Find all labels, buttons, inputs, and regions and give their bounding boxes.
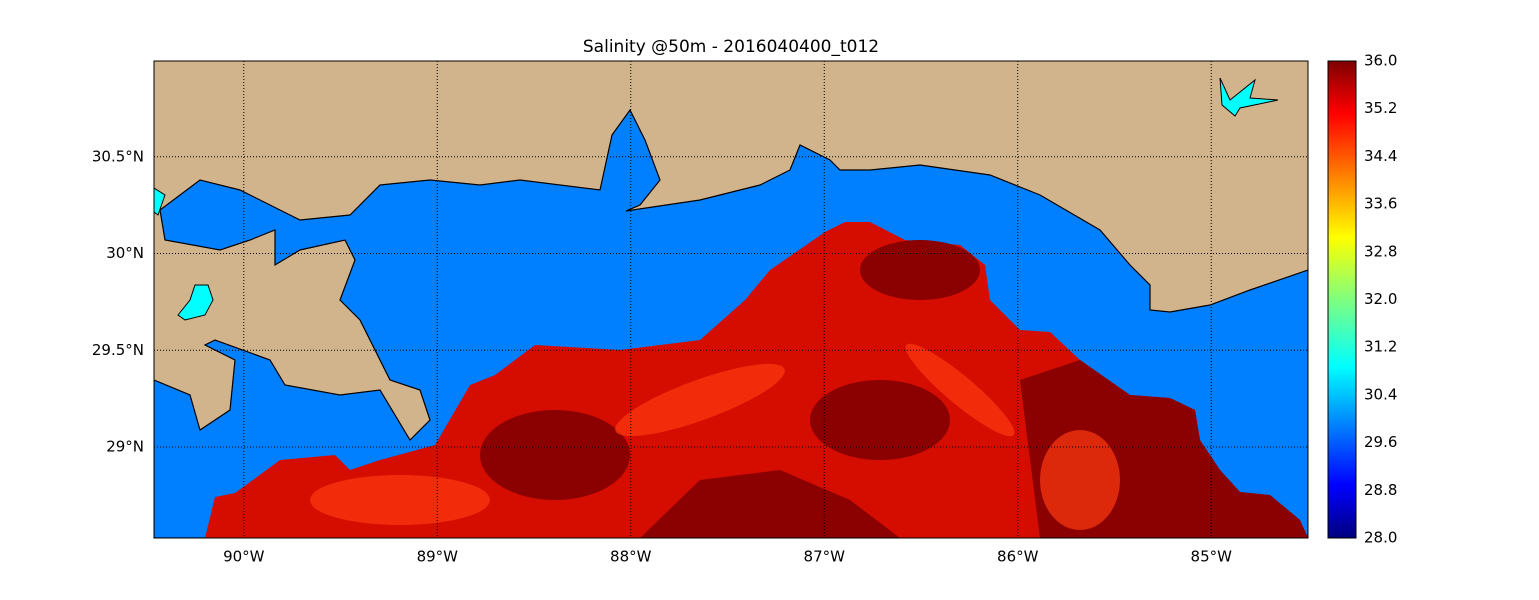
y-tick-label: 29°N <box>106 438 144 456</box>
salinity-high <box>480 240 1308 538</box>
colorbar-tick-label: 28.8 <box>1364 481 1397 499</box>
colorbar-tick-label: 32.8 <box>1364 242 1397 260</box>
salinity-low <box>310 343 1120 530</box>
x-tick-label: 90°W <box>223 548 265 566</box>
colorbar-tick-label: 28.0 <box>1364 529 1397 547</box>
colorbar-tick-label: 29.6 <box>1364 433 1397 451</box>
lake <box>1219 77 1279 117</box>
y-tick-label: 29.5°N <box>92 341 144 359</box>
colorbar-tick-label: 36.0 <box>1364 52 1397 70</box>
y-tick-label: 30°N <box>106 244 144 262</box>
x-tick-label: 85°W <box>1191 548 1233 566</box>
chart-title: Salinity @50m - 2016040400_t012 <box>583 37 879 57</box>
x-tick-label: 87°W <box>804 548 846 566</box>
lake <box>177 284 214 321</box>
map-area <box>154 61 1308 538</box>
x-tick-label: 88°W <box>610 548 652 566</box>
colorbar-tick-label: 32.0 <box>1364 290 1397 308</box>
y-tick-label: 30.5°N <box>92 147 144 165</box>
colorbar-tick-label: 33.6 <box>1364 195 1397 213</box>
x-tick-label: 89°W <box>417 548 459 566</box>
colorbar-tick-label: 35.2 <box>1364 99 1397 117</box>
axes-frame <box>153 60 1309 539</box>
colorbar-tick-label: 34.4 <box>1364 147 1397 165</box>
x-tick-label: 86°W <box>997 548 1039 566</box>
colorbar-tick-label: 30.4 <box>1364 385 1397 403</box>
colorbar-tick-label: 31.2 <box>1364 338 1397 356</box>
lake <box>154 187 166 216</box>
colorbar <box>1327 60 1357 539</box>
